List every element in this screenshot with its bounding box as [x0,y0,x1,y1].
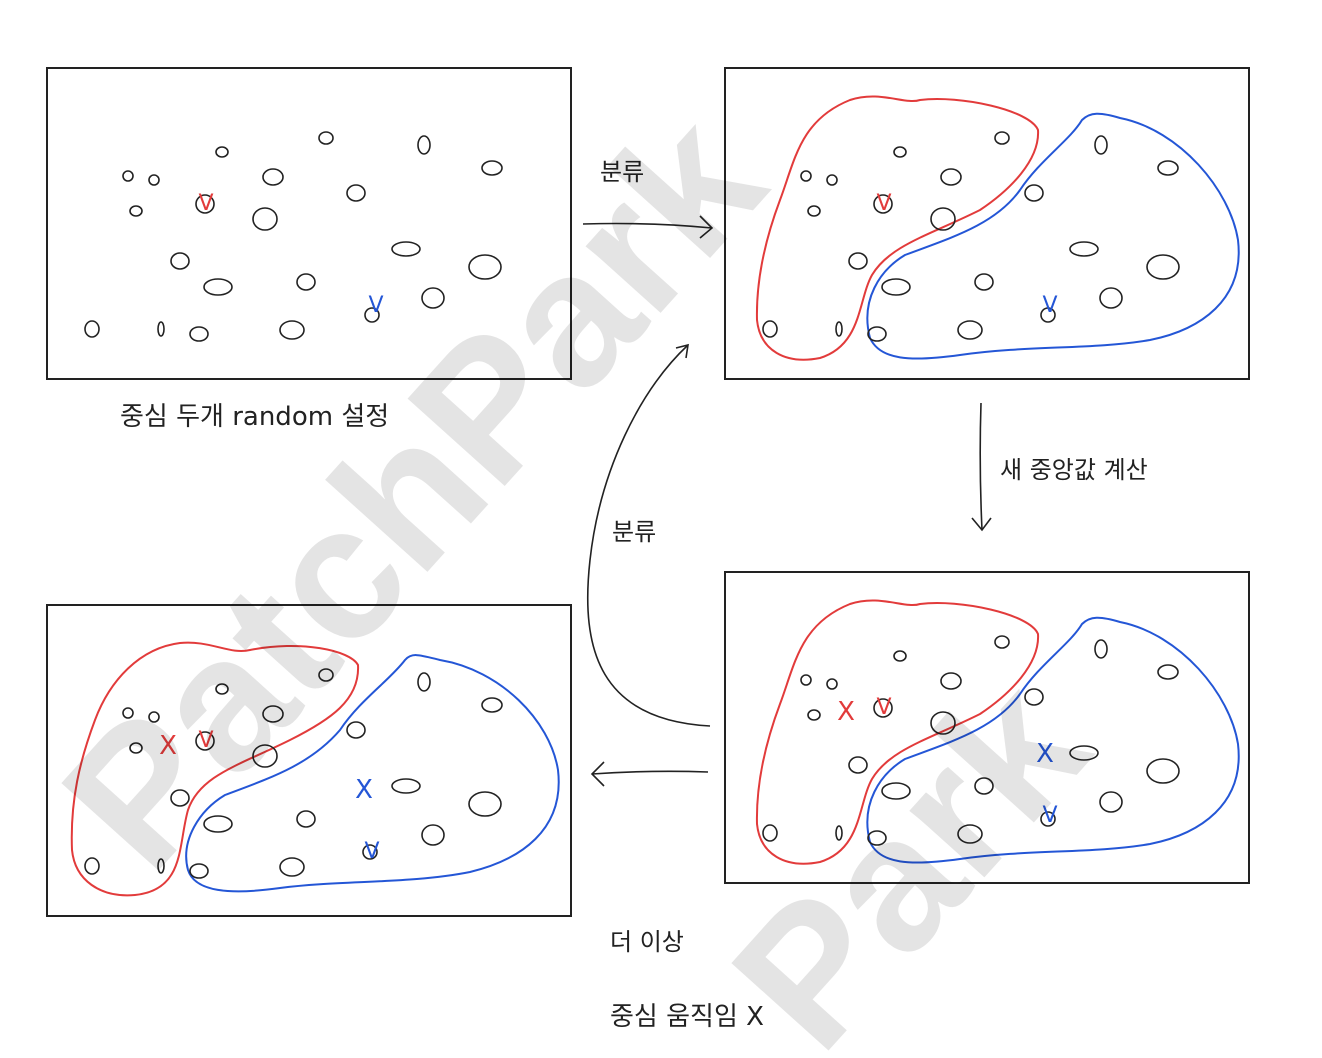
panel-initial: V V [46,67,572,380]
centroid-x-red: X [159,731,177,761]
new-centroid-x-blue: X [1036,739,1054,769]
centroid-marker-red: V [198,728,213,753]
panel-recomputed: V V X X [724,571,1250,884]
arrow-recompute [971,402,992,532]
centroid-x-blue: X [355,775,373,805]
centroid-marker-blue: V [364,839,379,864]
svg-text:V: V [876,191,891,216]
label-init: 중심 두개 random 설정 [120,402,389,432]
svg-text:V: V [198,191,213,216]
panel-frame [724,571,1250,884]
svg-text:X: X [159,731,177,761]
centroid-marker-blue: V [1042,293,1057,318]
label-converged-line2: 중심 움직임 X [610,1002,764,1032]
svg-text:V: V [1042,293,1057,318]
data-points [762,131,1180,342]
new-centroid-x-red: X [837,697,855,727]
cluster-region-blue [866,616,1240,864]
panel-frame [46,604,572,917]
label-recompute: 새 중앙값 계산 [1000,456,1148,484]
watermark: PatchPark Park [23,75,1126,1058]
svg-text:V: V [364,839,379,864]
arrow-loop-reassign [587,343,711,727]
centroid-marker-red: V [876,191,891,216]
arrow-to-final [590,761,709,787]
cluster-region-blue [866,112,1240,360]
svg-text:X: X [355,775,373,805]
arrow-assign-top [582,215,714,239]
panel-frame [46,67,572,380]
centroid-marker-red: V [876,695,891,720]
watermark-text-2: Park [693,639,1126,1058]
cluster-region-red [755,95,1040,361]
data-points [84,131,503,342]
watermark-text-1: PatchPark [23,75,803,908]
cluster-region-blue [185,654,560,893]
cluster-region-red [70,641,360,897]
panel-final: V V X X [46,604,572,917]
data-points [762,635,1180,846]
cluster-region-red [755,599,1040,865]
svg-text:X: X [837,697,855,727]
data-points [84,668,503,879]
centroid-marker-blue: V [1042,803,1057,828]
panel-assigned: V V [724,67,1250,380]
panel-frame [724,67,1250,380]
svg-text:V: V [876,695,891,720]
label-assign-top: 분류 [600,158,644,186]
centroid-marker-blue: V [368,293,383,318]
svg-text:X: X [1036,739,1054,769]
centroid-marker-red: V [198,191,213,216]
label-converged-line1: 더 이상 [610,928,684,956]
svg-text:V: V [1042,803,1057,828]
label-assign-left: 분류 [612,518,656,546]
svg-text:V: V [198,728,213,753]
svg-text:V: V [368,293,383,318]
